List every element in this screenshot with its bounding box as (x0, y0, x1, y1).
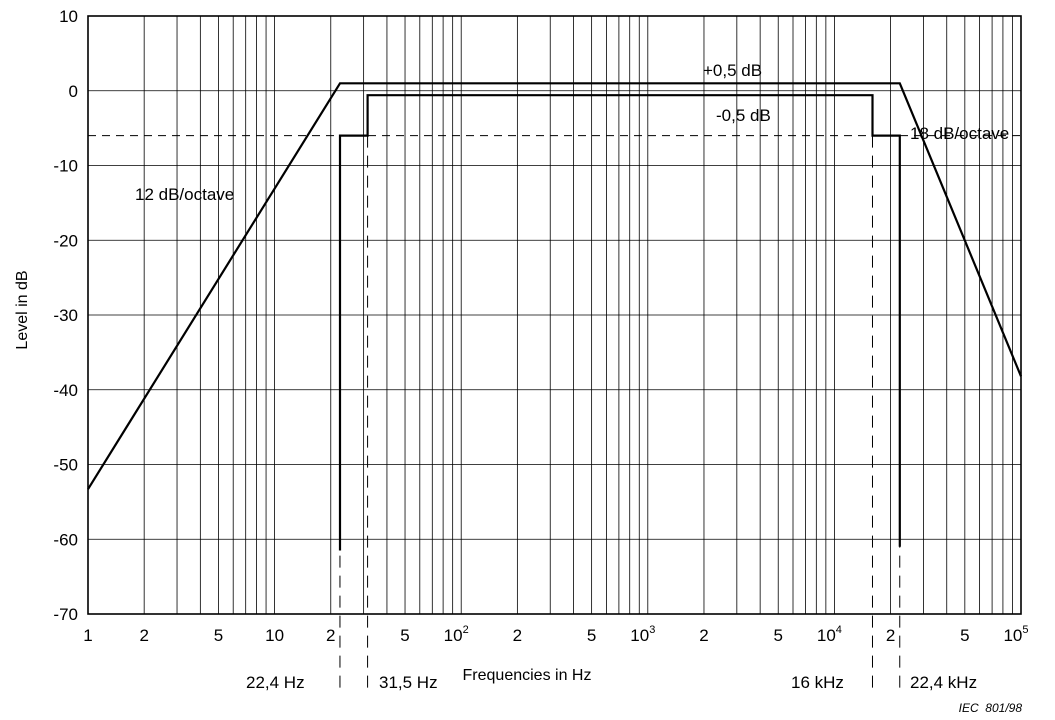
y-tick-label: -60 (53, 530, 78, 549)
y-tick-label: -50 (53, 456, 78, 475)
x-tick-label: 2 (886, 626, 895, 645)
grid (87, 15, 1022, 615)
x-tick-label: 103 (630, 624, 655, 645)
marker-label-22-4-hz: 22,4 Hz (246, 673, 305, 692)
y-tick-label: -20 (53, 231, 78, 250)
x-tick-label: 5 (773, 626, 782, 645)
series-line-lower (338, 94, 901, 551)
y-tick-label: -30 (53, 306, 78, 325)
plot-frame (87, 15, 1022, 615)
annotation-plus-half-db: +0,5 dB (703, 61, 762, 80)
x-tick-label: 104 (817, 624, 842, 645)
x-tick-label: 5 (214, 626, 223, 645)
x-tick-label: 10 (265, 626, 284, 645)
marker-label-31-5-hz: 31,5 Hz (379, 673, 438, 692)
figure-reference: IEC 801/98 (959, 701, 1023, 715)
x-tick-label: 2 (326, 626, 335, 645)
y-tick-label: -70 (53, 605, 78, 624)
tick-labels: 100-10-20-30-40-50-60-701 2 5 10 2 5 102 2 5 103 2… (53, 7, 1028, 645)
x-tick-label: 2 (139, 626, 148, 645)
x-tick-label: 102 (444, 624, 469, 645)
y-tick-label: 10 (59, 7, 78, 26)
x-tick-label: 2 (699, 626, 708, 645)
y-axis-label: Level in dB (14, 270, 31, 349)
x-tick-label: 1 (83, 626, 92, 645)
y-tick-label: -40 (53, 381, 78, 400)
dashed-markers (88, 135, 1021, 694)
x-tick-label: 5 (960, 626, 969, 645)
marker-label-22-4-khz: 22,4 kHz (910, 673, 977, 692)
x-tick-label: 5 (400, 626, 409, 645)
series-line-upper (87, 82, 1023, 490)
y-tick-label: 0 (69, 82, 78, 101)
x-tick-label: 2 (513, 626, 522, 645)
x-tick-label: 5 (587, 626, 596, 645)
marker-label-16-khz: 16 kHz (791, 673, 844, 692)
annotation-18-db-octave: 18 dB/octave (910, 124, 1009, 143)
y-tick-label: -10 (53, 157, 78, 176)
annotation-minus-half-db: -0,5 dB (716, 106, 771, 125)
annotation-12-db-octave: 12 dB/octave (135, 185, 234, 204)
x-tick-label: 105 (1003, 624, 1028, 645)
x-axis-label: Frequencies in Hz (463, 667, 592, 684)
series (87, 82, 1023, 551)
